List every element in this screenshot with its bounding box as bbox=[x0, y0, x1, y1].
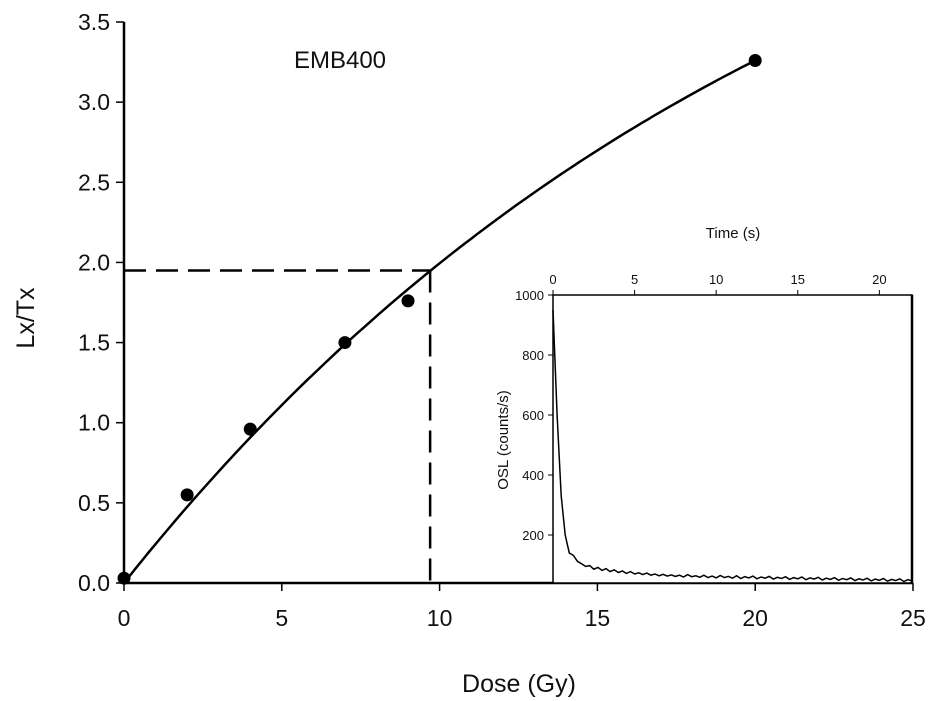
data-point bbox=[117, 571, 131, 585]
y-tick-label: 3.5 bbox=[78, 9, 110, 35]
y-axis-label: Lx/Tx bbox=[12, 287, 40, 349]
data-point bbox=[243, 422, 257, 436]
inset-x-tick-label: 15 bbox=[791, 272, 805, 287]
y-tick-label: 0.5 bbox=[78, 490, 110, 516]
data-point bbox=[338, 336, 352, 350]
osl-decay-curve bbox=[552, 309, 913, 583]
x-axis-label: Dose (Gy) bbox=[462, 670, 576, 698]
inset-y-tick-label: 200 bbox=[522, 528, 544, 543]
inset-y-tick-label: 400 bbox=[522, 468, 544, 483]
inset-x-tick-label: 20 bbox=[872, 272, 886, 287]
x-tick-label: 20 bbox=[742, 605, 768, 631]
inset-y-tick-label: 1000 bbox=[515, 288, 544, 303]
data-point bbox=[180, 488, 194, 502]
sample-annotation: EMB400 bbox=[294, 47, 386, 74]
y-tick-label: 0.0 bbox=[78, 570, 110, 596]
y-tick-label: 3.0 bbox=[78, 89, 110, 115]
fit-curve bbox=[123, 59, 756, 584]
y-tick-label: 1.0 bbox=[78, 410, 110, 436]
y-tick-label: 1.5 bbox=[78, 330, 110, 356]
inset-y-axis-label: OSL (counts/s) bbox=[495, 390, 512, 489]
x-tick-label: 10 bbox=[427, 605, 453, 631]
inset-x-axis-label: Time (s) bbox=[706, 225, 760, 242]
x-tick-label: 0 bbox=[118, 605, 131, 631]
y-tick-label: 2.5 bbox=[78, 169, 110, 195]
inset-x-tick-label: 5 bbox=[631, 272, 638, 287]
inset-x-tick-label: 10 bbox=[709, 272, 723, 287]
inset-frame bbox=[552, 294, 913, 584]
x-tick-label: 25 bbox=[900, 605, 926, 631]
inset-y-tick-label: 600 bbox=[522, 408, 544, 423]
inset-y-tick-label: 800 bbox=[522, 348, 544, 363]
y-tick-label: 2.0 bbox=[78, 249, 110, 275]
data-point bbox=[748, 53, 762, 67]
inset-x-tick-label: 0 bbox=[549, 272, 556, 287]
x-tick-label: 15 bbox=[585, 605, 611, 631]
data-point bbox=[401, 294, 415, 308]
x-tick-label: 5 bbox=[275, 605, 288, 631]
